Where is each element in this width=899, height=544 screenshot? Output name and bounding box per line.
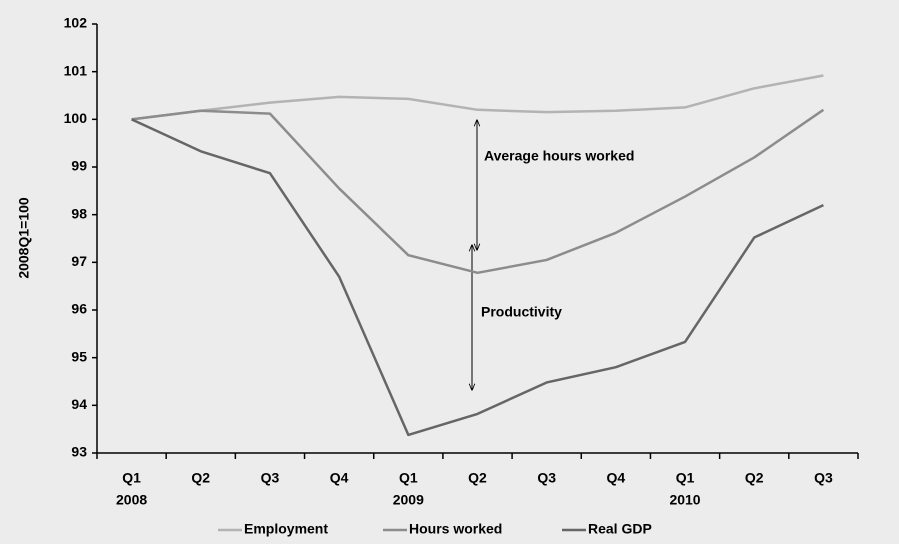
y-tick-label: 93 [71,444,87,460]
x-tick-label: Q4 [330,470,349,486]
x-tick-label: Q4 [607,470,626,486]
y-tick-label: 100 [64,110,88,126]
x-group-label: 2010 [669,492,700,508]
x-tick-label: Q3 [261,470,280,486]
series-line [131,108,825,275]
series-line [131,74,824,121]
x-tick-label: Q2 [468,470,487,486]
legend-label: Employment [244,521,328,537]
y-tick-label: 98 [71,205,87,221]
x-tick-label: Q2 [191,470,210,486]
annotation: Average hours worked [484,148,634,164]
y-axis-label: 2008Q1=100 [16,197,32,279]
y-tick-label: 96 [71,301,87,317]
y-tick-label: 102 [64,15,88,31]
x-tick-label: Q3 [814,470,833,486]
x-tick-label: Q3 [537,470,556,486]
series-line [131,118,824,437]
legend-label: Hours worked [409,521,502,537]
y-tick-label: 97 [71,253,87,269]
x-group-label: 2009 [393,492,424,508]
legend-label: Real GDP [588,521,652,537]
x-tick-label: Q1 [122,470,141,486]
x-group-label: 2008 [116,492,147,508]
x-tick-label: Q2 [745,470,764,486]
x-tick-label: Q1 [399,470,418,486]
x-tick-label: Q1 [676,470,695,486]
y-tick-label: 94 [71,396,87,412]
y-tick-label: 95 [71,348,87,364]
annotation: Productivity [481,304,562,320]
y-tick-label: 99 [71,158,87,174]
y-tick-label: 101 [64,62,88,78]
